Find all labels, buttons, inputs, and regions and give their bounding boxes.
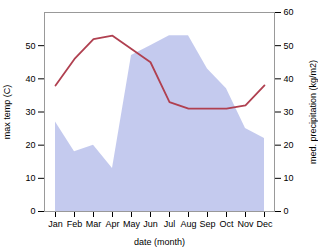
- svg-text:Jan: Jan: [48, 219, 63, 229]
- svg-text:30: 30: [25, 107, 35, 117]
- svg-text:10: 10: [284, 173, 294, 183]
- svg-text:Jun: Jun: [143, 219, 158, 229]
- svg-text:60: 60: [284, 7, 294, 17]
- svg-text:0: 0: [284, 206, 289, 216]
- svg-text:30: 30: [284, 107, 294, 117]
- svg-text:10: 10: [25, 173, 35, 183]
- svg-text:Apr: Apr: [105, 219, 119, 229]
- svg-text:Mar: Mar: [86, 219, 102, 229]
- svg-text:40: 40: [284, 74, 294, 84]
- svg-text:0: 0: [30, 206, 35, 216]
- svg-text:Nov: Nov: [237, 219, 254, 229]
- svg-text:50: 50: [25, 41, 35, 51]
- svg-text:Oct: Oct: [219, 219, 234, 229]
- svg-text:Sep: Sep: [199, 219, 215, 229]
- svg-text:max temp (C): max temp (C): [2, 85, 12, 140]
- svg-text:Dec: Dec: [256, 219, 273, 229]
- svg-text:50: 50: [284, 41, 294, 51]
- svg-text:med. precipitation (kg/m2): med. precipitation (kg/m2): [308, 60, 318, 164]
- svg-text:40: 40: [25, 74, 35, 84]
- svg-text:20: 20: [284, 140, 294, 150]
- svg-text:Jul: Jul: [164, 219, 176, 229]
- svg-text:date (month): date (month): [134, 237, 185, 247]
- svg-text:Aug: Aug: [180, 219, 196, 229]
- svg-text:May: May: [123, 219, 141, 229]
- svg-text:Feb: Feb: [67, 219, 83, 229]
- svg-text:20: 20: [25, 140, 35, 150]
